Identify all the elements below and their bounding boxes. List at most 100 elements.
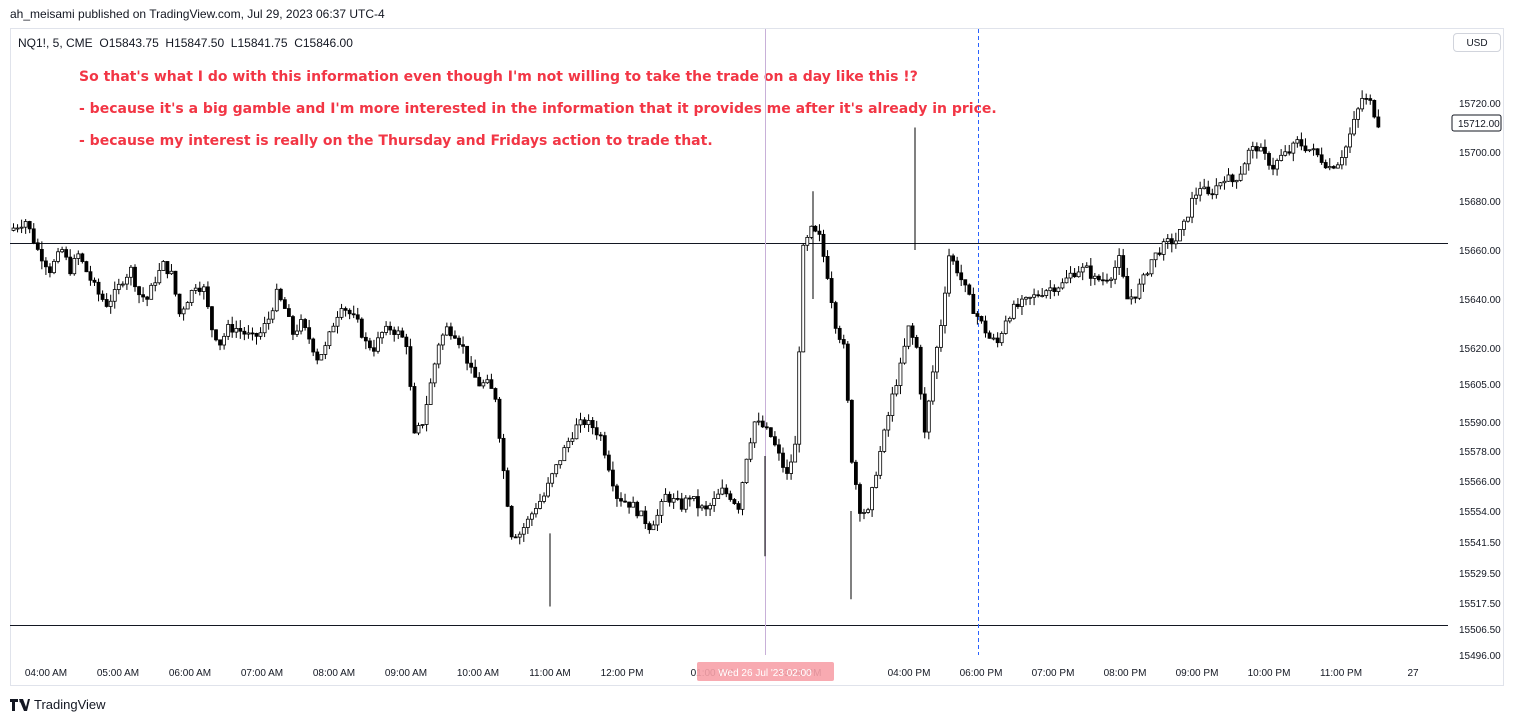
candle-up: [744, 458, 749, 484]
candle-up: [939, 325, 943, 348]
candle-up: [323, 345, 328, 355]
candle-down: [372, 347, 376, 352]
candle-up: [327, 331, 332, 347]
candle-down: [1088, 265, 1093, 279]
annotation-line-1: So that's what I do with this informatio…: [79, 69, 918, 85]
candle-up: [1092, 275, 1097, 279]
y-tick-label: 15640.00: [1459, 295, 1501, 306]
symbol-legend[interactable]: NQ1!, 5, CME O15843.75 H15847.50 L15841.…: [18, 36, 353, 50]
candle-down: [88, 271, 93, 281]
candle-up: [1040, 295, 1045, 297]
candle-down: [1036, 294, 1041, 297]
candle-down: [165, 261, 170, 275]
candle-down: [39, 249, 44, 262]
candle-up: [19, 226, 24, 229]
candle-down: [910, 325, 915, 338]
candle-down: [343, 308, 348, 311]
candle-up: [262, 323, 267, 334]
tradingview-logo-icon: [10, 698, 30, 711]
candle-down: [951, 255, 955, 262]
candle-down: [858, 484, 862, 514]
candle-down: [84, 261, 89, 273]
candle-up: [11, 227, 16, 231]
candle-up: [655, 514, 660, 526]
candle-up: [266, 318, 271, 324]
candle-down: [1210, 193, 1215, 196]
candle-up: [943, 292, 947, 326]
candle-down: [1254, 146, 1259, 152]
candle-down: [291, 316, 295, 335]
candle-up: [420, 424, 425, 426]
candle-up: [1028, 296, 1032, 299]
candle-up: [1153, 252, 1158, 261]
candle-down: [611, 469, 615, 487]
candle-up: [542, 495, 546, 502]
candle-down: [704, 505, 708, 510]
candle-down: [582, 419, 587, 426]
candle-up: [331, 325, 336, 333]
candle-down: [457, 337, 461, 346]
candle-down: [975, 313, 980, 317]
candle-down: [841, 339, 846, 345]
candle-up: [574, 424, 579, 440]
candle-up: [1113, 266, 1117, 280]
tradingview-brand: TradingView: [34, 697, 106, 712]
candle-down: [995, 337, 1000, 344]
candle-up: [161, 261, 166, 271]
candle-up: [56, 251, 60, 262]
candle-down: [145, 296, 150, 300]
candle-down: [773, 436, 777, 446]
candle-down: [461, 344, 465, 347]
candle-down: [1315, 148, 1320, 156]
candle-down: [647, 523, 652, 531]
candle-up: [444, 326, 449, 336]
candle-up: [485, 379, 490, 384]
candle-down: [133, 266, 137, 288]
candle-down: [833, 302, 838, 329]
x-tick-label: 05:00 AM: [97, 668, 139, 679]
y-tick-label: 15720.00: [1459, 99, 1501, 110]
candle-down: [781, 452, 785, 468]
candle-up: [558, 460, 563, 466]
candle-up: [1291, 142, 1296, 154]
candle-up: [1186, 216, 1190, 222]
candlestick-chart[interactable]: 15496.00 15506.50 15517.50 15529.50 15541.50…: [0, 0, 1515, 690]
candle-up: [712, 498, 717, 506]
currency-button[interactable]: USD: [1453, 33, 1501, 52]
candle-up: [440, 334, 445, 346]
candle-up: [663, 493, 668, 502]
candle-down: [845, 343, 850, 401]
y-tick-label: 15554.00: [1459, 507, 1501, 518]
candle-up: [554, 464, 559, 475]
candle-down: [955, 260, 960, 274]
candle-up: [15, 227, 20, 230]
candle-up: [1068, 272, 1073, 279]
candle-up: [906, 325, 911, 347]
candle-down: [825, 256, 830, 279]
y-tick-label: 15506.50: [1459, 625, 1501, 636]
candle-down: [92, 279, 97, 283]
candle-up: [120, 283, 125, 286]
candle-down: [1097, 275, 1101, 281]
candle-down: [307, 327, 312, 340]
candle-down: [922, 393, 927, 433]
candle-up: [295, 330, 299, 335]
candle-up: [862, 512, 866, 514]
candle-down: [400, 330, 405, 338]
candle-down: [250, 332, 255, 335]
symbol-name[interactable]: NQ1!, 5, CME: [18, 36, 93, 50]
candle-down: [64, 249, 69, 258]
candle-up: [530, 513, 534, 520]
candle-up: [1190, 197, 1194, 218]
candle-up: [700, 505, 704, 509]
candle-down: [849, 399, 854, 463]
candle-down: [1376, 116, 1381, 128]
candle-down: [736, 503, 741, 510]
candle-down: [635, 501, 640, 517]
candle-down: [590, 420, 595, 429]
x-tick-label: 08:00 PM: [1104, 668, 1147, 679]
tradingview-logo[interactable]: TradingView: [10, 697, 106, 712]
candle-down: [1364, 98, 1369, 100]
candle-up: [1242, 163, 1247, 175]
candle-down: [667, 493, 672, 503]
